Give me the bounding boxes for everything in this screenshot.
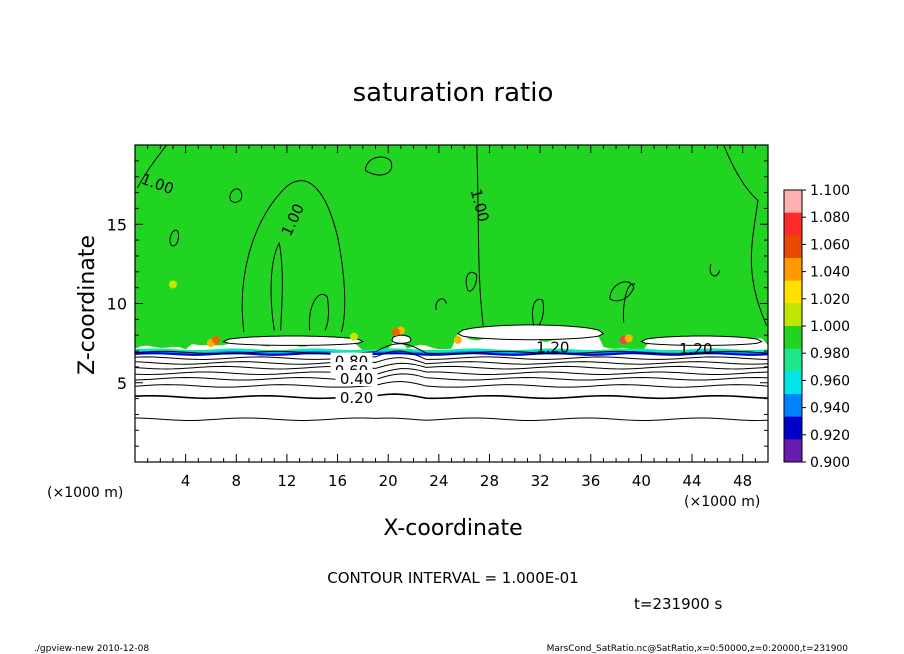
- x-tick-label: 36: [581, 472, 600, 490]
- contour-line: [229, 188, 243, 203]
- colorbar-label: 0.900: [810, 455, 850, 471]
- colorbar-swatch: [784, 416, 802, 440]
- field-speckle: [391, 328, 400, 337]
- x-tick-label: 20: [379, 472, 398, 490]
- colorbar-swatch: [784, 212, 802, 236]
- contour-line: [135, 393, 768, 400]
- colorbar-swatch: [784, 348, 802, 372]
- footer-left: ./gpview-new 2010-12-08: [34, 644, 149, 654]
- colorbar-swatch: [784, 439, 802, 463]
- colorbar-label: 1.100: [810, 183, 850, 199]
- contour-label: 0.40: [340, 370, 373, 388]
- contour-line: [609, 281, 635, 302]
- y-tick-label: 10: [107, 295, 127, 314]
- transition-band: [135, 348, 768, 353]
- field-speckle: [350, 332, 359, 341]
- contour-line: [364, 156, 393, 176]
- contour-line: [135, 381, 768, 388]
- time-text: t=231900 s: [634, 595, 722, 613]
- contour-line: [135, 357, 768, 365]
- x-tick-label: 24: [429, 472, 448, 490]
- cloud-region: [222, 335, 365, 346]
- colorbar-label: 1.040: [810, 265, 850, 281]
- contour-line: [723, 145, 768, 326]
- contour-line: [169, 229, 180, 247]
- x-axis-label: X-coordinate: [383, 516, 522, 541]
- colorbar-swatch: [784, 326, 802, 350]
- contour-line: [270, 241, 283, 331]
- contour-line: [476, 148, 484, 326]
- colorbar-label: 1.060: [810, 237, 850, 253]
- colorbar-label: 1.080: [810, 210, 850, 226]
- transition-band: [135, 349, 768, 354]
- field-speckle: [168, 280, 177, 289]
- contour-line: [137, 145, 168, 189]
- contour-line: [308, 294, 329, 331]
- field-speckle: [624, 334, 633, 343]
- contour-line: [532, 298, 545, 326]
- footer-right: MarsCond_SatRatio.nc@SatRatio,x=0:50000,…: [547, 644, 849, 654]
- cloud-region: [640, 335, 763, 346]
- supersaturated-region: [135, 145, 768, 353]
- chart-title: saturation ratio: [353, 78, 554, 108]
- x-tick-label: 16: [328, 472, 347, 490]
- colorbar-swatch: [784, 258, 802, 282]
- contour-line: [135, 362, 768, 370]
- contour-line: [435, 298, 447, 310]
- y-axis-unit: (×1000 m): [47, 485, 123, 501]
- x-tick-label: 40: [632, 472, 651, 490]
- colorbar-label: 0.980: [810, 346, 850, 362]
- colorbar-label: 0.920: [810, 428, 850, 444]
- plot-area: 1.001.001.001.201.200.800.600.400.204812…: [107, 144, 769, 490]
- x-tick-label: 4: [181, 472, 191, 490]
- cloud-region: [456, 324, 605, 341]
- x-tick-label: 44: [682, 472, 701, 490]
- x-tick-label: 8: [232, 472, 242, 490]
- colorbar-swatch: [784, 190, 802, 214]
- field-speckle: [212, 335, 221, 344]
- contour-label: 1.20: [536, 338, 569, 356]
- cloud-region: [391, 334, 412, 344]
- field-speckle: [453, 335, 462, 344]
- colorbar: 1.100 1.080 1.060 1.040 1.020 1.000 0.980 0.960…: [783, 183, 850, 471]
- field-layer: 1.001.001.001.201.200.800.600.400.20: [135, 145, 768, 462]
- x-tick-label: 28: [480, 472, 499, 490]
- y-tick-label: 5: [117, 374, 127, 393]
- colorbar-swatch: [784, 235, 802, 259]
- contour-line: [709, 263, 721, 277]
- contour-line: [241, 180, 346, 333]
- contour-label: 1.20: [679, 340, 712, 358]
- y-tick-label: 15: [107, 215, 127, 234]
- contour-label-bg: [335, 369, 378, 386]
- contour-line: [135, 368, 768, 376]
- x-axis-unit: (×1000 m): [684, 494, 760, 510]
- colorbar-swatch: [784, 371, 802, 395]
- contour-line: [135, 350, 768, 360]
- colorbar-label: 1.020: [810, 292, 850, 308]
- contour-line: [622, 283, 636, 323]
- colorbar-swatch: [784, 394, 802, 418]
- colorbar-label: 1.000: [810, 319, 850, 335]
- colorbar-swatch: [784, 280, 802, 304]
- x-tick-label: 32: [531, 472, 550, 490]
- contour-line: [465, 271, 478, 292]
- contour-line: [135, 343, 768, 355]
- colorbar-label: 0.960: [810, 373, 850, 389]
- contour-label-bg: [335, 389, 378, 406]
- contour-line: [135, 417, 768, 421]
- y-axis-label: Z-coordinate: [75, 235, 100, 375]
- contour-line: [135, 373, 768, 381]
- contour-interval-text: CONTOUR INTERVAL = 1.000E-01: [327, 569, 578, 587]
- colorbar-label: 0.940: [810, 401, 850, 417]
- contour-label: 0.20: [340, 389, 373, 407]
- x-tick-label: 48: [733, 472, 752, 490]
- colorbar-swatch: [784, 303, 802, 327]
- x-tick-label: 12: [277, 472, 296, 490]
